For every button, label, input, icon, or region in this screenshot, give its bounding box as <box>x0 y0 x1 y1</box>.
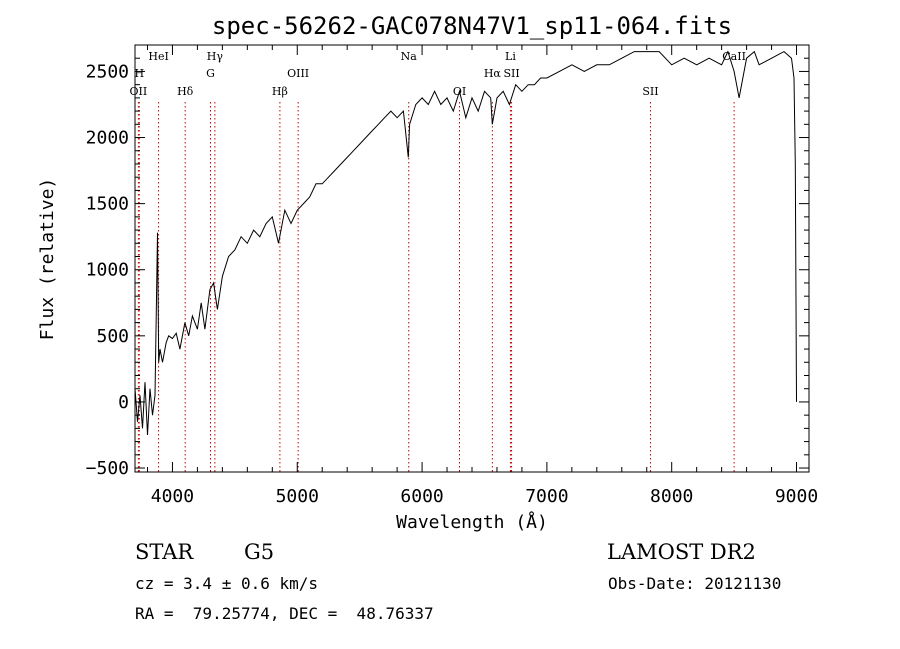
y-tick-label-2: 500 <box>96 326 129 347</box>
observation-date: Obs-Date: 20121130 <box>608 574 782 593</box>
marker-label-5: G <box>206 67 215 80</box>
spectral-line-markers <box>137 102 735 472</box>
y-axis-ticks: −500 0 500 1000 1500 2000 2500 <box>86 44 809 479</box>
x-tick-label-3: 7000 <box>525 486 568 507</box>
marker-label-3: Hδ <box>177 85 194 98</box>
x-tick-label-5: 9000 <box>775 486 818 507</box>
marker-label-8: Na <box>401 50 418 63</box>
x-tick-label-1: 5000 <box>276 486 319 507</box>
marker-label-12: Li <box>505 50 516 63</box>
x-axis-label: Wavelength (Å) <box>396 511 548 533</box>
x-axis-ticks: 4000 5000 6000 7000 8000 9000 <box>146 45 818 507</box>
marker-label-10: Hα <box>484 67 502 80</box>
marker-label-2: HeI <box>148 50 168 63</box>
marker-label-6: Hβ <box>272 85 288 98</box>
flux-series-line <box>134 50 797 436</box>
redshift-value: cz = 3.4 ± 0.6 km/s <box>135 574 319 593</box>
y-tick-label-5: 2000 <box>86 128 129 149</box>
y-tick-label-3: 1000 <box>86 260 129 281</box>
marker-label-0: OII <box>130 85 148 98</box>
chart-title: spec-56262-GAC078N47V1_sp11-064.fits <box>212 12 732 40</box>
y-tick-label-0: −500 <box>86 458 129 479</box>
x-tick-label-4: 8000 <box>650 486 693 507</box>
marker-label-4: Hγ <box>207 50 224 63</box>
marker-label-1: H <box>134 67 144 80</box>
y-axis-label: Flux (relative) <box>37 178 58 341</box>
object-subclass: G5 <box>244 540 275 564</box>
plot-frame <box>134 44 810 473</box>
y-tick-label-6: 2500 <box>86 61 129 82</box>
y-tick-label-1: 0 <box>118 392 129 413</box>
x-tick-label-0: 4000 <box>151 486 194 507</box>
marker-label-7: OIII <box>287 67 309 80</box>
survey-name: LAMOST DR2 <box>607 540 756 564</box>
object-type: STAR <box>135 540 194 564</box>
y-tick-label-4: 1500 <box>86 194 129 215</box>
sky-coordinates: RA = 79.25774, DEC = 48.76337 <box>135 604 434 623</box>
marker-label-11: SII <box>503 67 519 80</box>
x-tick-label-2: 6000 <box>400 486 443 507</box>
marker-label-13: SII <box>642 85 658 98</box>
